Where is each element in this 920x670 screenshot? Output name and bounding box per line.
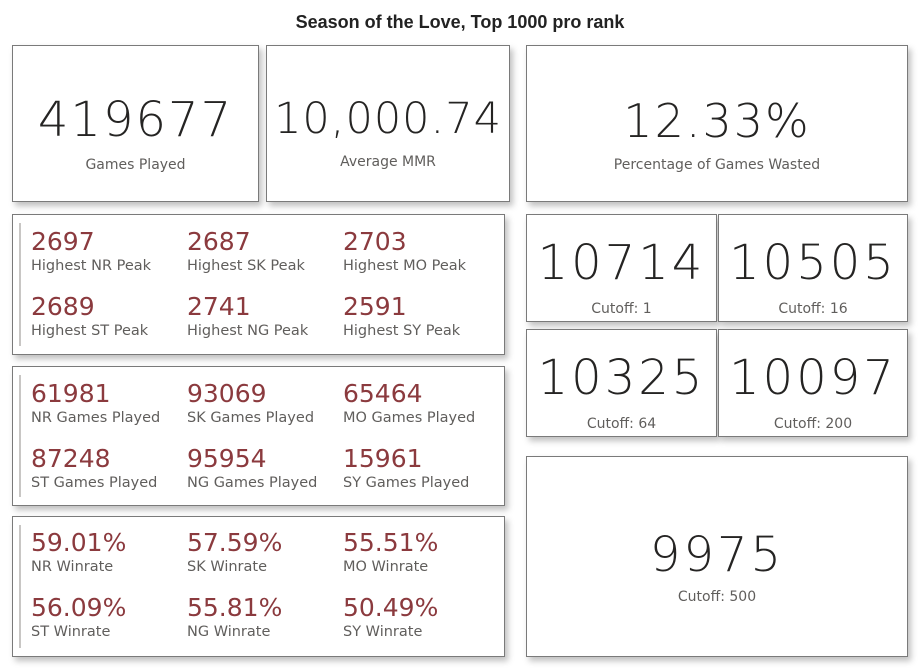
peak-label: Highest NG Peak (187, 323, 309, 339)
cutoff-card: 10714 Cutoff: 1 (526, 214, 717, 322)
games-played-label: Games Played (85, 157, 186, 173)
cutoff-label: Cutoff: 1 (591, 301, 652, 317)
winrate-cell: 57.59% SK Winrate (187, 529, 282, 577)
games-cell: 65464 MO Games Played (343, 380, 475, 428)
winrate-value: 55.51% (343, 528, 439, 557)
games-played-card: 419677 Games Played (12, 45, 259, 202)
games-wasted-value: 12.33% (623, 94, 811, 148)
peak-label: Highest SY Peak (343, 323, 461, 339)
peak-cell: 2697 Highest NR Peak (31, 228, 151, 276)
winrate-value: 55.81% (187, 593, 283, 622)
games-value: 15961 (343, 444, 423, 473)
peak-value: 2703 (343, 227, 407, 256)
peak-cell: 2741 Highest NG Peak (187, 293, 308, 341)
cutoff-card: 10505 Cutoff: 16 (718, 214, 908, 322)
peak-label: Highest ST Peak (31, 323, 149, 339)
cutoff-label: Cutoff: 200 (773, 416, 853, 432)
games-value: 93069 (187, 379, 267, 408)
peak-cell: 2687 Highest SK Peak (187, 228, 305, 276)
peak-value: 2741 (187, 292, 251, 321)
games-played-value: 419677 (37, 92, 234, 148)
card-accent-line (19, 525, 21, 648)
cutoff-card: 10325 Cutoff: 64 (526, 329, 717, 437)
games-wasted-label: Percentage of Games Wasted (613, 157, 821, 173)
winrate-value: 56.09% (31, 593, 127, 622)
games-cell: 87248 ST Games Played (31, 445, 157, 493)
peak-value: 2591 (343, 292, 407, 321)
games-value: 65464 (343, 379, 423, 408)
games-value: 95954 (187, 444, 267, 473)
cutoff-value: 10505 (729, 235, 897, 291)
winrate-label: SY Winrate (343, 624, 423, 640)
winrate-cell: 55.51% MO Winrate (343, 529, 438, 577)
games-label: NG Games Played (187, 475, 318, 491)
winrate-label: NR Winrate (31, 559, 114, 575)
peak-label: Highest NR Peak (31, 258, 152, 274)
games-value: 61981 (31, 379, 111, 408)
winrate-cell: 59.01% NR Winrate (31, 529, 126, 577)
games-label: SK Games Played (187, 410, 315, 426)
peak-cell: 2703 Highest MO Peak (343, 228, 466, 276)
games-value: 87248 (31, 444, 111, 473)
winrate-label: NG Winrate (187, 624, 271, 640)
winrate-cell: 56.09% ST Winrate (31, 594, 126, 642)
peak-label: Highest SK Peak (187, 258, 305, 274)
cutoff-value: 10325 (537, 350, 706, 406)
dashboard-title: Season of the Love, Top 1000 pro rank (295, 12, 625, 32)
games-cell: 61981 NR Games Played (31, 380, 160, 428)
cutoff-label: Cutoff: 64 (586, 416, 657, 432)
cutoff-value: 9975 (649, 527, 785, 583)
peak-value: 2687 (187, 227, 251, 256)
games-label: SY Games Played (343, 475, 470, 491)
peak-cell: 2689 Highest ST Peak (31, 293, 148, 341)
cutoff-value: 10714 (537, 235, 706, 291)
cutoff-value: 10097 (729, 350, 897, 406)
faction-games-card: 61981 NR Games Played 93069 SK Games Pla… (12, 366, 505, 506)
games-label: MO Games Played (343, 410, 476, 426)
games-cell: 95954 NG Games Played (187, 445, 317, 493)
winrate-label: MO Winrate (343, 559, 429, 575)
games-cell: 15961 SY Games Played (343, 445, 469, 493)
average-mmr-label: Average MMR (340, 154, 436, 170)
winrate-cell: 55.81% NG Winrate (187, 594, 282, 642)
games-label: NR Games Played (31, 410, 161, 426)
peak-value: 2689 (31, 292, 95, 321)
winrate-value: 57.59% (187, 528, 283, 557)
winrate-cell: 50.49% SY Winrate (343, 594, 438, 642)
games-label: ST Games Played (31, 475, 158, 491)
cutoff-label: Cutoff: 16 (778, 301, 848, 317)
peak-label: Highest MO Peak (343, 258, 467, 274)
peak-cell: 2591 Highest SY Peak (343, 293, 460, 341)
card-accent-line (19, 223, 21, 346)
peak-value: 2697 (31, 227, 95, 256)
winrate-value: 59.01% (31, 528, 127, 557)
cutoff-card: 9975 Cutoff: 500 (526, 456, 908, 657)
cutoff-label: Cutoff: 500 (677, 589, 757, 605)
winrate-label: SK Winrate (187, 559, 268, 575)
winrate-label: ST Winrate (31, 624, 111, 640)
average-mmr-card: 10,000.74 Average MMR (266, 45, 510, 202)
winrate-card: 59.01% NR Winrate 57.59% SK Winrate 55.5… (12, 516, 505, 657)
games-wasted-card: 12.33% Percentage of Games Wasted (526, 45, 908, 202)
games-cell: 93069 SK Games Played (187, 380, 314, 428)
cutoff-card: 10097 Cutoff: 200 (718, 329, 908, 437)
winrate-value: 50.49% (343, 593, 439, 622)
average-mmr-value: 10,000.74 (274, 94, 502, 144)
card-accent-line (19, 375, 21, 497)
peaks-card: 2697 Highest NR Peak 2687 Highest SK Pea… (12, 214, 505, 355)
